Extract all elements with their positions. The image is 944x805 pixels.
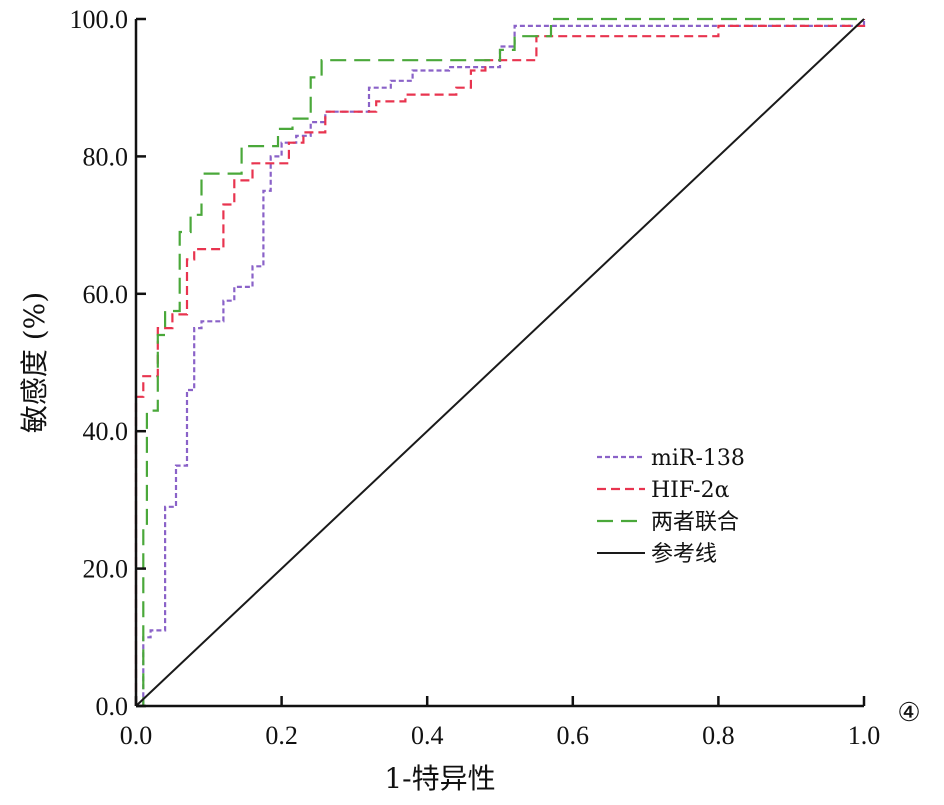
y-tick-label: 60.0 [83, 280, 129, 309]
x-tick-label: 0.2 [265, 721, 298, 750]
legend-label: miR-138 [651, 446, 745, 471]
x-tick-label: 0.8 [702, 721, 735, 750]
x-tick-label: 1.0 [848, 721, 881, 750]
y-tick-label: 80.0 [83, 142, 129, 171]
y-tick-label: 20.0 [83, 555, 129, 584]
x-tick-label: 0.6 [557, 721, 590, 750]
x-axis-ticks: 0.0 0.2 0.4 0.6 0.8 1.0 [120, 696, 881, 750]
panel-label: ④ [897, 698, 920, 727]
legend-label: 参考线 [651, 542, 717, 567]
legend-label: 两者联合 [651, 510, 739, 535]
legend-label: HIF-2α [651, 478, 730, 503]
series-line-3 [135, 18, 865, 707]
x-tick-label: 0.0 [120, 721, 153, 750]
y-tick-label: 100.0 [70, 5, 129, 34]
series-line-1 [134, 19, 866, 706]
axes [134, 19, 864, 708]
y-tick-label: 0.0 [96, 692, 129, 721]
series-layer [134, 17, 866, 708]
x-tick-label: 0.4 [411, 721, 444, 750]
y-tick-label: 40.0 [83, 417, 129, 446]
y-axis-ticks: 0.0 20.0 40.0 60.0 80.0 100.0 [70, 5, 146, 721]
series-line-0 [136, 19, 866, 708]
series-line-2 [136, 17, 864, 708]
x-axis-title: 1-特异性 [384, 762, 495, 795]
y-axis-title: 敏感度 (%) [18, 292, 51, 433]
